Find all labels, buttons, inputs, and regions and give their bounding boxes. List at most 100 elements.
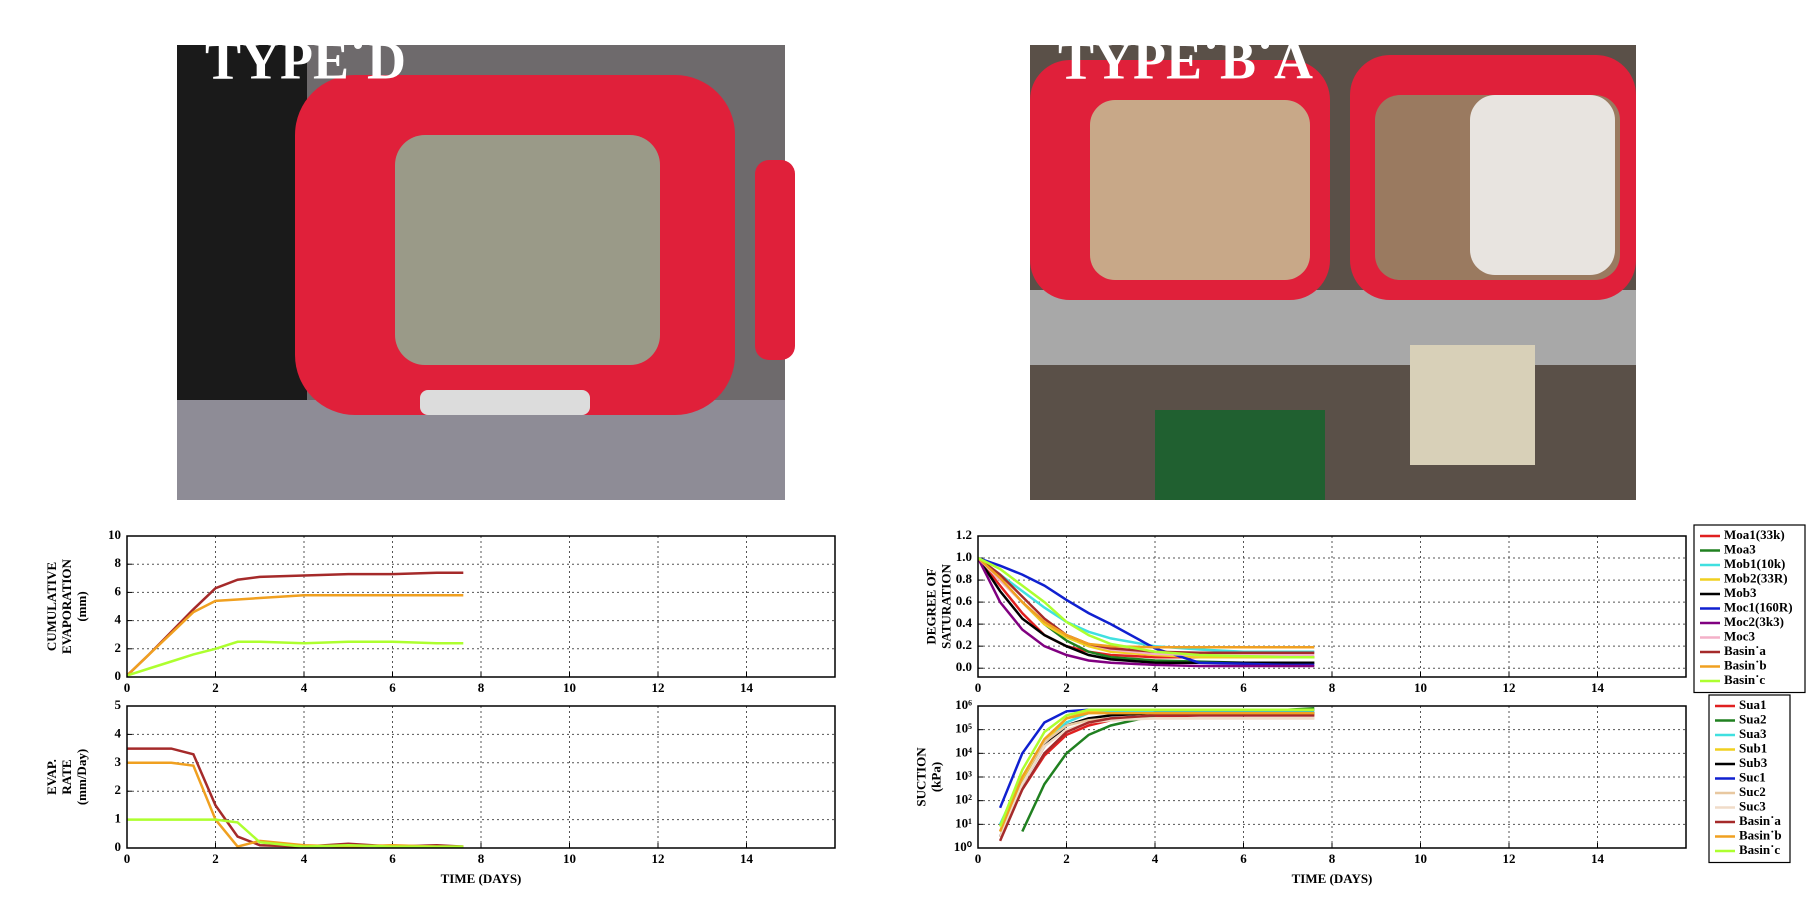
plot-frame: [977, 705, 1687, 849]
series-line: [978, 557, 1315, 655]
x-tick-label: 8: [478, 851, 485, 866]
series-line: [998, 708, 1315, 828]
series-line: [998, 711, 1315, 838]
x-tick-label: 10: [1414, 851, 1427, 866]
y-tick-label: 10⁴: [955, 744, 972, 759]
y-tick-label: 1.0: [956, 549, 972, 564]
y-axis-label: SUCTION: [913, 747, 928, 807]
y-tick-label: 10¹: [955, 815, 972, 830]
x-tick-label: 4: [1152, 680, 1159, 695]
x-tick-label: 2: [1063, 851, 1070, 866]
legend-label: Moa3: [1724, 541, 1756, 556]
series-line: [998, 708, 1315, 809]
x-tick-label: 12: [1503, 851, 1516, 866]
y-tick-label: 0: [115, 668, 122, 683]
y-axis-label: EVAP.: [44, 759, 59, 795]
x-tick-label: 2: [1063, 680, 1070, 695]
legend-label: Sub3: [1739, 755, 1768, 770]
y-axis-label: (mm): [74, 591, 89, 621]
y-tick-label: 6: [115, 583, 122, 598]
y-tick-label: 3: [115, 754, 122, 769]
x-tick-label: 0: [124, 680, 131, 695]
y-axis-label: (mm/Day): [74, 749, 89, 805]
legend-label: Sua2: [1739, 711, 1766, 726]
y-tick-label: 10⁶: [955, 697, 972, 712]
legend-label: Basin˙b: [1739, 827, 1782, 842]
y-tick-label: 1.2: [956, 527, 972, 542]
x-tick-label: 14: [740, 680, 754, 695]
y-tick-label: 0.8: [956, 571, 973, 586]
x-axis-label: TIME (DAYS): [1292, 871, 1373, 886]
plot-frame: [126, 705, 836, 849]
legend-label: Mob2(33R): [1724, 570, 1788, 585]
legend-label: Basin˙c: [1739, 842, 1780, 857]
y-tick-label: 0.2: [956, 637, 972, 652]
y-tick-label: 0.6: [956, 593, 973, 608]
x-tick-label: 10: [563, 680, 576, 695]
x-tick-label: 12: [652, 680, 665, 695]
x-tick-label: 10: [1414, 680, 1427, 695]
x-tick-label: 8: [1329, 851, 1336, 866]
legend-label: Basin˙a: [1739, 813, 1781, 828]
y-tick-label: 10⁵: [955, 721, 972, 736]
y-tick-label: 1: [115, 811, 122, 826]
y-tick-label: 0.4: [956, 615, 973, 630]
x-tick-label: 6: [1240, 680, 1247, 695]
series-line: [127, 593, 464, 677]
x-tick-label: 12: [652, 851, 665, 866]
y-tick-label: 4: [115, 612, 122, 627]
x-tick-label: 4: [301, 680, 308, 695]
y-tick-label: 10: [108, 527, 121, 542]
y-tick-label: 10²: [955, 792, 972, 807]
y-axis-label: CUMULATIVE: [44, 562, 59, 651]
series-line: [998, 714, 1315, 838]
legend-label: Moa1(33k): [1724, 527, 1785, 542]
legend-label: Sua3: [1739, 726, 1767, 741]
y-tick-label: 8: [115, 555, 122, 570]
series-line: [998, 708, 1315, 832]
photo-label: TYPE˙B˙A: [1058, 30, 1313, 90]
series-line: [998, 710, 1315, 825]
y-tick-label: 10³: [955, 768, 972, 783]
series-line: [127, 640, 464, 677]
series-line: [978, 556, 1315, 667]
y-tick-label: 2: [115, 782, 122, 797]
y-axis-label: RATE: [59, 759, 74, 794]
y-axis-label: DEGREE OF: [923, 568, 938, 644]
plot-frame: [126, 535, 836, 678]
legend-label: Basin˙b: [1724, 657, 1767, 672]
series-line: [978, 557, 1315, 664]
series-line: [978, 556, 1315, 659]
x-tick-label: 6: [389, 851, 396, 866]
y-tick-label: 2: [115, 640, 122, 655]
y-tick-label: 10⁰: [954, 839, 973, 854]
photo-type-ba: [1030, 45, 1636, 500]
legend-label: Basin˙a: [1724, 643, 1766, 658]
legend-label: Sua1: [1739, 697, 1766, 712]
x-tick-label: 14: [1591, 680, 1605, 695]
series-line: [978, 557, 1315, 653]
x-tick-label: 4: [1152, 851, 1159, 866]
legend-label: Mob1(10k): [1724, 556, 1785, 571]
x-tick-label: 8: [1329, 680, 1336, 695]
series-line: [978, 557, 1315, 649]
x-tick-label: 12: [1503, 680, 1516, 695]
legend-label: Moc2(3k3): [1724, 614, 1784, 629]
x-tick-label: 2: [212, 680, 219, 695]
y-tick-label: 0: [115, 839, 122, 854]
legend-label: Suc1: [1739, 769, 1766, 784]
plot-frame: [977, 535, 1687, 678]
legend-label: Moc3: [1724, 628, 1756, 643]
legend-label: Mob3: [1724, 585, 1757, 600]
y-axis-label: EVAPORATION: [59, 558, 74, 653]
legend-label: Sub1: [1739, 740, 1767, 755]
series-line: [998, 717, 1315, 838]
series-line: [978, 557, 1315, 668]
series-line: [998, 714, 1315, 842]
photo-type-d: [177, 45, 795, 500]
photo-label: TYPE˙D: [205, 30, 406, 90]
series-line: [127, 761, 464, 848]
x-tick-label: 2: [212, 851, 219, 866]
x-tick-label: 8: [478, 680, 485, 695]
series-line: [127, 818, 464, 848]
